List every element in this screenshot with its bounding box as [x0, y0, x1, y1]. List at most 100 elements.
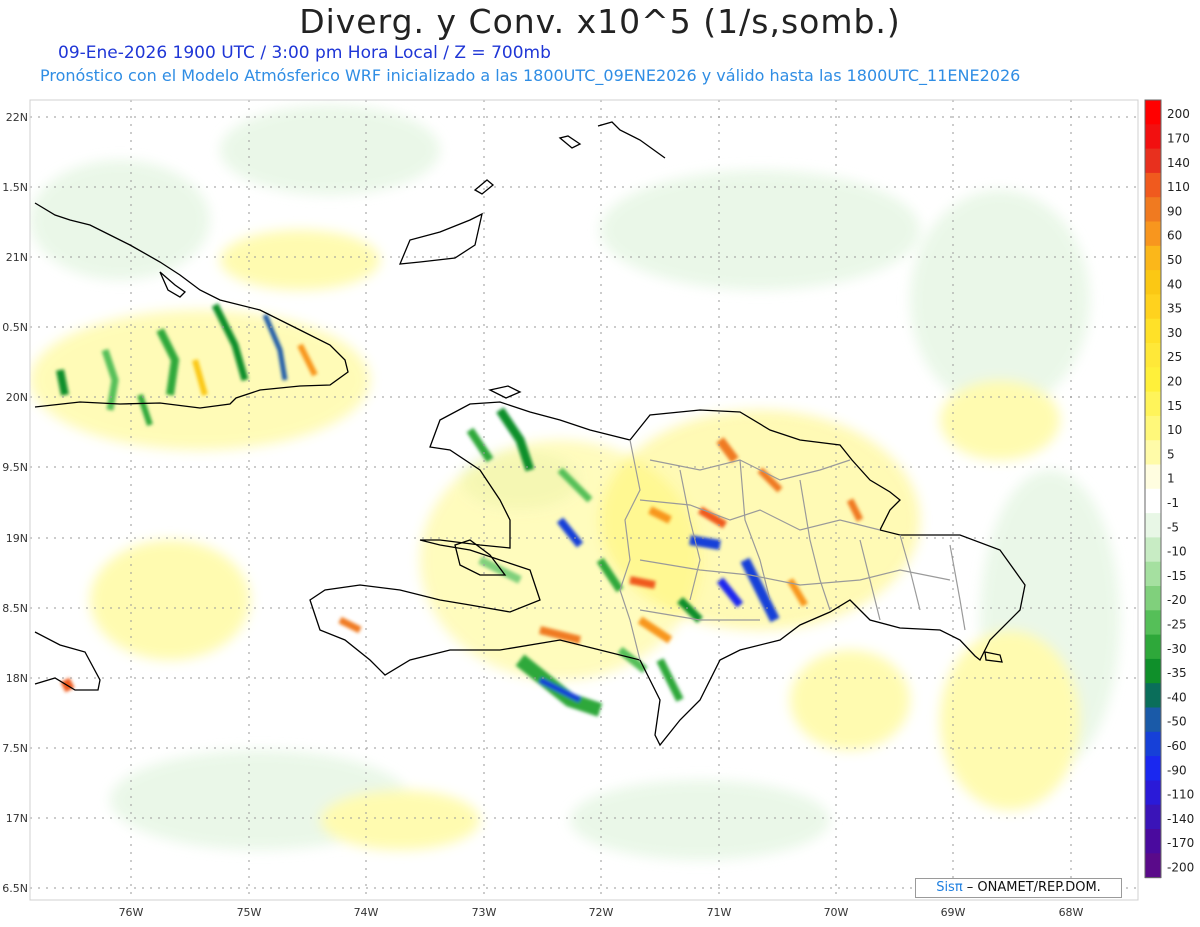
- colorbar-swatch: [1145, 853, 1161, 879]
- colorbar-label: 40: [1167, 277, 1182, 291]
- map-title: Diverg. y Conv. x10^5 (1/s,somb.): [299, 2, 901, 41]
- colorbar-swatch: [1145, 245, 1161, 271]
- forecast-time-label: 09-Ene-2026 1900 UTC / 3:00 pm Hora Loca…: [58, 43, 551, 63]
- colorbar-label: -25: [1167, 618, 1187, 632]
- lon-label: 70W: [824, 906, 849, 919]
- province-borders: [619, 439, 966, 661]
- colorbar-swatch: [1145, 221, 1161, 247]
- lon-label: 71W: [707, 906, 732, 919]
- colorbar-label: 140: [1167, 156, 1190, 170]
- lon-label: 73W: [472, 906, 497, 919]
- lat-label: 0.5N: [2, 321, 28, 334]
- lon-label: 75W: [237, 906, 262, 919]
- colorbar-label: -90: [1167, 763, 1187, 777]
- colorbar-label: 20: [1167, 375, 1182, 389]
- colorbar-swatch: [1145, 343, 1161, 368]
- colorbar-label: -1: [1167, 496, 1179, 510]
- lat-label: 22N: [6, 111, 28, 124]
- colorbar-label: -60: [1167, 739, 1187, 753]
- lat-label: 1.5N: [2, 181, 28, 194]
- lon-axis: 76W 75W 74W 73W 72W 71W 70W 69W 68W: [119, 906, 1084, 919]
- colorbar-swatch: [1145, 440, 1161, 465]
- lat-label: 18N: [6, 672, 28, 685]
- lat-axis: 22N 1.5N 21N 0.5N 20N 9.5N 19N 8.5N 18N …: [2, 111, 28, 895]
- colorbar-swatch: [1145, 124, 1161, 150]
- colorbar-label: -30: [1167, 642, 1187, 656]
- colorbar-label: -35: [1167, 666, 1187, 680]
- lat-label: 8.5N: [2, 602, 28, 615]
- model-info-label: Pronóstico con el Modelo Atmósferico WRF…: [40, 66, 1021, 85]
- colorbar-swatch: [1145, 148, 1161, 174]
- colorbar-label: 50: [1167, 253, 1182, 267]
- colorbar-swatch: [1145, 561, 1161, 587]
- colorbar-swatch: [1145, 634, 1161, 660]
- colorbar-label: 170: [1167, 132, 1190, 146]
- colorbar-label: 5: [1167, 447, 1175, 461]
- field-shading: [30, 100, 1138, 900]
- colorbar-label: 25: [1167, 350, 1182, 364]
- lon-label: 69W: [941, 906, 966, 919]
- colorbar-swatch: [1145, 367, 1161, 393]
- lat-label: 9.5N: [2, 461, 28, 474]
- colorbar-label: -50: [1167, 715, 1187, 729]
- lat-label: 20N: [6, 391, 28, 404]
- plot-frame: [29, 99, 1139, 901]
- colorbar-swatch: [1145, 658, 1161, 684]
- colorbar-swatch: [1145, 391, 1161, 417]
- colorbar-label: 1: [1167, 472, 1175, 486]
- colorbar-swatch: [1145, 415, 1161, 441]
- lat-label: 21N: [6, 251, 28, 264]
- colorbar-swatch: [1145, 804, 1161, 830]
- colorbar-swatch: [1145, 537, 1161, 563]
- lat-label: 7.5N: [2, 742, 28, 755]
- credit-label: – ONAMET/REP.DOM.: [962, 880, 1101, 895]
- colorbar-label: -140: [1167, 812, 1194, 826]
- colorbar: 200 170 140 110 90 60 50 40 35 30 25 20 15 10 5 1 -1 -5 -1…: [1144, 99, 1194, 879]
- colorbar-label: -15: [1167, 569, 1187, 583]
- lon-label: 76W: [119, 906, 144, 919]
- colorbar-frame: [1144, 99, 1162, 879]
- colorbar-label: -170: [1167, 836, 1194, 850]
- lon-label: 68W: [1059, 906, 1084, 919]
- colorbar-swatch: [1145, 197, 1161, 222]
- lon-label: 72W: [589, 906, 614, 919]
- colorbar-label: -10: [1167, 545, 1187, 559]
- lat-label: 19N: [6, 532, 28, 545]
- colorbar-swatch: [1145, 294, 1161, 320]
- colorbar-swatch: [1145, 488, 1161, 514]
- colorbar-label: -110: [1167, 788, 1194, 802]
- colorbar-swatch: [1145, 731, 1161, 757]
- brand-label: Sisπ: [936, 880, 963, 895]
- lat-label: 6.5N: [2, 882, 28, 895]
- colorbar-swatch: [1145, 100, 1161, 125]
- colorbar-label: 90: [1167, 204, 1182, 218]
- colorbar-swatch: [1145, 464, 1161, 490]
- colorbar-swatch: [1145, 683, 1161, 708]
- colorbar-label: -20: [1167, 593, 1187, 607]
- lat-label: 17N: [6, 812, 28, 825]
- colorbar-label: 15: [1167, 399, 1182, 413]
- colorbar-label: -5: [1167, 520, 1179, 534]
- colorbar-swatch: [1145, 756, 1161, 781]
- colorbar-label: 30: [1167, 326, 1182, 340]
- coastlines: [34, 121, 1026, 747]
- colorbar-label: 200: [1167, 107, 1190, 121]
- colorbar-swatch: [1145, 513, 1161, 538]
- colorbar-swatch: [1145, 586, 1161, 611]
- colorbar-swatch: [1145, 318, 1161, 344]
- colorbar-swatch: [1145, 610, 1161, 636]
- colorbar-label: -200: [1167, 861, 1194, 875]
- credit-box: Sisπ – ONAMET/REP.DOM.: [915, 878, 1122, 898]
- colorbar-swatch: [1145, 829, 1161, 854]
- lon-label: 74W: [354, 906, 379, 919]
- colorbar-swatch: [1145, 270, 1161, 295]
- colorbar-label: -40: [1167, 690, 1187, 704]
- graticule: [30, 100, 1138, 900]
- colorbar-swatch: [1145, 172, 1161, 198]
- colorbar-label: 10: [1167, 423, 1182, 437]
- colorbar-swatch: [1145, 707, 1161, 733]
- colorbar-swatch: [1145, 780, 1161, 806]
- colorbar-label: 110: [1167, 180, 1190, 194]
- colorbar-label: 60: [1167, 229, 1182, 243]
